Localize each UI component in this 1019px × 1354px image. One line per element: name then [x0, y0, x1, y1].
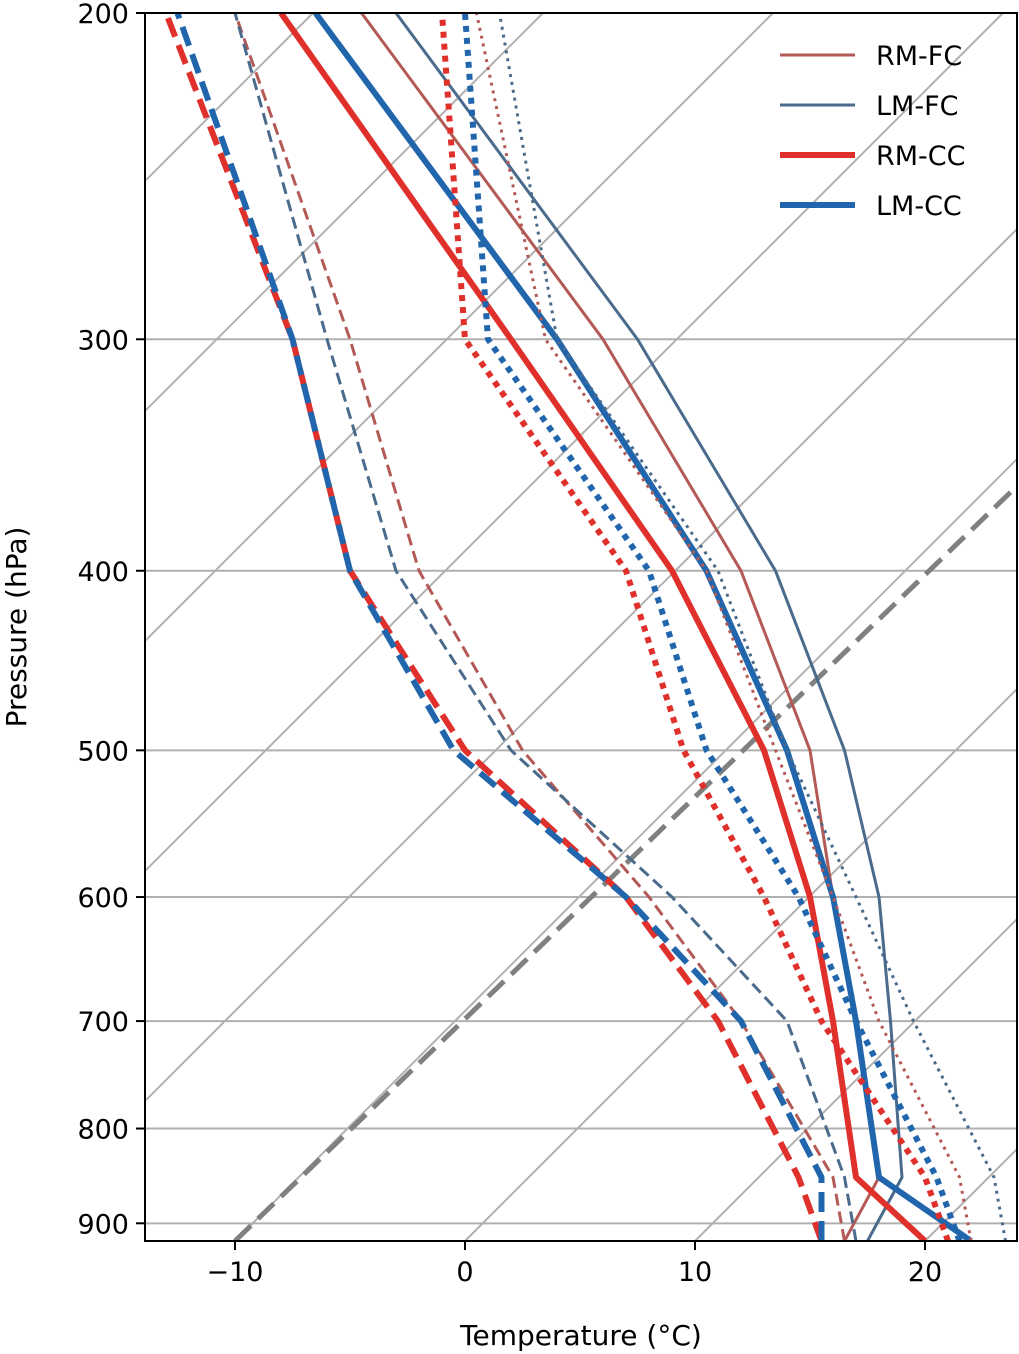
grid-layer [145, 13, 1017, 1241]
x-tick-label: −10 [207, 1257, 264, 1288]
isotherm-gridline [694, 917, 1017, 1241]
y-tick-label: 900 [77, 1209, 129, 1240]
y-tick-label: 500 [77, 736, 129, 767]
isotherm-gridline [464, 687, 1017, 1241]
y-tick-label: 600 [77, 883, 129, 914]
series-line-4-solid [313, 13, 973, 1241]
isotherm-gridline [234, 457, 1017, 1241]
series-line-7-dashed [163, 13, 825, 1241]
ticks-layer: −10 0 10 20 200 300 400 500 600 700 800 900 [77, 0, 942, 1288]
legend-label: RM-CC [876, 141, 966, 172]
isotherm-gridline [145, 13, 314, 183]
legend-label: RM-FC [876, 41, 962, 72]
y-tick-label: 300 [77, 325, 129, 356]
x-axis-label: Temperature (°C) [459, 1319, 702, 1352]
x-tick-label: 20 [908, 1257, 942, 1288]
isotherm-gridline [145, 13, 774, 643]
series-line-11-dotted [439, 13, 951, 1241]
series-line-5-dashed [233, 13, 846, 1241]
y-tick-label: 200 [77, 0, 129, 30]
series-line-3-solid [278, 13, 928, 1241]
series-line-12-dotted [462, 13, 963, 1241]
x-tick-label: 10 [678, 1257, 712, 1288]
y-tick-label: 400 [77, 557, 129, 588]
isotherm-gridline [145, 227, 1017, 1103]
series-line-10-dotted [498, 13, 1007, 1241]
series-line-8-dashed [174, 13, 825, 1241]
y-axis-label: Pressure (hPa) [0, 527, 33, 728]
legend: RM-FC LM-FC RM-CC LM-CC [780, 41, 966, 222]
x-tick-label: 0 [456, 1257, 473, 1288]
y-tick-label: 800 [77, 1115, 129, 1146]
legend-label: LM-CC [876, 191, 962, 222]
plot-frame [144, 12, 1018, 1242]
legend-label: LM-FC [876, 91, 958, 122]
y-tick-label: 700 [77, 1007, 129, 1038]
isotherm-gridline [145, 13, 544, 413]
isotherm-gridline [145, 13, 1004, 873]
series-line-2-solid [394, 13, 904, 1241]
reference-dashed-line [233, 484, 1017, 1241]
series-layer [163, 13, 1007, 1241]
series-line-6-dashed [233, 13, 858, 1241]
